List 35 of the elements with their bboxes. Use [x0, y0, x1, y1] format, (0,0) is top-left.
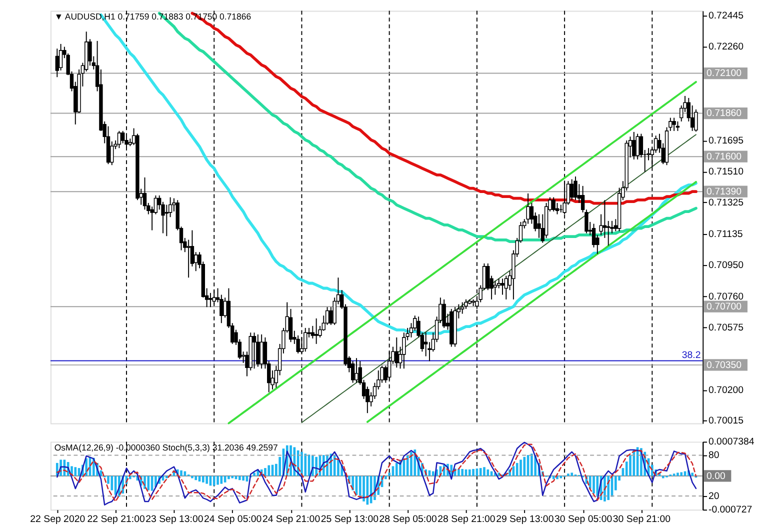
x-tick-label: 22 Sep 2020	[30, 514, 86, 525]
x-tick-label: 28 Sep 05:00	[379, 514, 438, 525]
x-tick-label: 24 Sep 21:00	[262, 514, 321, 525]
y-tick-label: 0.71135	[708, 229, 743, 240]
annotation: 38.2	[682, 350, 701, 361]
y-tick-label: 0.70950	[708, 260, 744, 271]
y-tick-label: 0.71695	[708, 136, 744, 147]
ref-line-label: 0.71390	[706, 186, 742, 198]
y-tick-label: -0.000727	[708, 504, 752, 516]
x-tick-label: 24 Sep 05:00	[204, 514, 262, 525]
x-tick-label: 25 Sep 13:00	[320, 514, 380, 525]
x-tick-label: 22 Sep 21:00	[87, 514, 146, 525]
y-tick-label: 0.72260	[708, 42, 744, 53]
ref-line-label: 0.72100	[706, 68, 742, 80]
ref-line-label: 0.71600	[706, 152, 742, 163]
y2-tick-label: 80	[708, 450, 720, 462]
y-tick-label: 0.0007384	[708, 436, 755, 448]
y-tick-label: 0.70760	[708, 292, 744, 303]
x-tick-label: 23 Sep 13:00	[146, 514, 204, 525]
x-tick-label: 29 Sep 13:00	[496, 514, 554, 525]
chart-title: OsMA(12,26,9) -0.0000360 Stoch(5,3,3) 31.2036 49.2597	[54, 442, 278, 452]
y2-tick-label: 20	[708, 490, 720, 502]
y-tick-label: 0.72445	[708, 10, 744, 22]
x-tick-label: 28 Sep 21:00	[438, 514, 496, 525]
x-tick-label: 30 Sep 21:00	[612, 514, 672, 525]
x-tick-label: 30 Sep 05:00	[554, 514, 613, 525]
y-tick-label: 0.71510	[708, 166, 744, 178]
ref-line-label: 0.70700	[706, 302, 742, 313]
ref-line-label: 0.71860	[706, 108, 742, 120]
y-tick-label: 0.71325	[708, 197, 744, 208]
ref-line-label: 0.00	[706, 470, 726, 482]
y-tick-label: 0.70015	[708, 416, 744, 427]
ref-line-label: 0.70350	[706, 360, 742, 371]
y-tick-label: 0.70200	[708, 384, 744, 396]
y-tick-label: 0.70575	[708, 322, 744, 334]
